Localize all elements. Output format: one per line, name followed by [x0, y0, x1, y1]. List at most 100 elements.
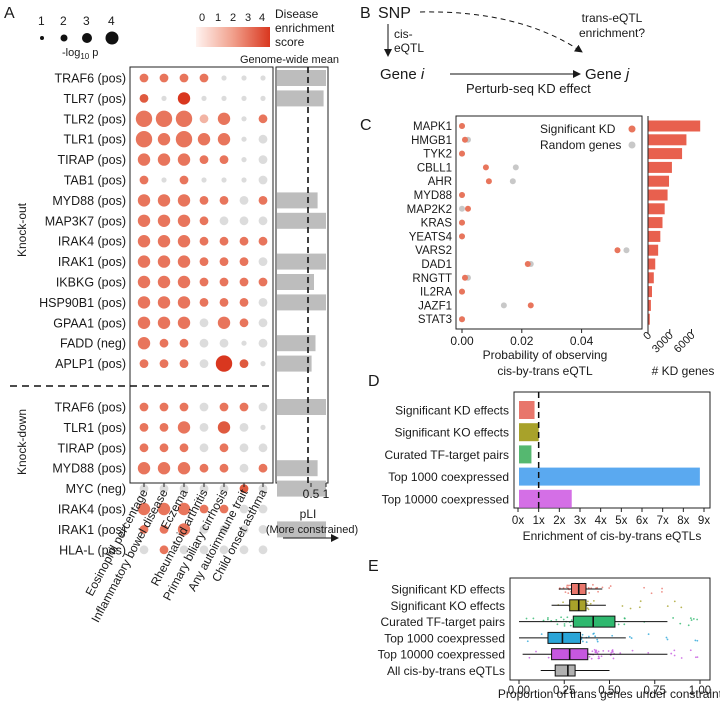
pli-bar [277, 521, 326, 538]
d-xtick-label: 9x [698, 515, 710, 527]
pli-bar [277, 460, 318, 477]
e-point [535, 650, 537, 653]
cis-label-2: eQTL [394, 41, 424, 55]
d-xtick-label: 2x [553, 515, 565, 527]
c-scatter-frame [455, 115, 643, 330]
group-label-knockout: Knock-out [15, 202, 29, 257]
dot [239, 359, 249, 368]
c-legend-sig-dot [628, 125, 636, 133]
pli-bar [277, 294, 326, 311]
size-legend-title: -log10 p [62, 47, 98, 61]
e-point [670, 652, 673, 655]
panel-b-letter: B [360, 5, 371, 22]
dot [239, 525, 249, 534]
e-xtick-label: 1.00 [689, 685, 711, 697]
dot [161, 95, 167, 101]
c-kd-tick-label: 6000 [672, 330, 698, 356]
dot [157, 462, 171, 475]
dot [219, 525, 229, 534]
e-point [673, 600, 676, 603]
dot [159, 338, 169, 348]
size-legend-4: 4 [108, 14, 115, 28]
e-point [562, 618, 565, 621]
row-label: TLR1 (pos) [63, 133, 126, 147]
dot [239, 298, 249, 307]
c-sig-point [459, 192, 465, 198]
e-point [692, 618, 695, 620]
e-point [595, 649, 598, 652]
e-point [600, 655, 603, 658]
c-sig-point [459, 123, 465, 129]
dot [139, 94, 149, 103]
e-point [665, 636, 668, 639]
c-kd-bar [648, 313, 650, 325]
e-point [596, 640, 599, 643]
d-bar [519, 467, 700, 486]
panel-d-letter: D [368, 373, 380, 390]
dot [221, 95, 227, 101]
dot [219, 257, 229, 266]
e-point [597, 655, 600, 658]
e-point [687, 624, 690, 627]
dot [157, 153, 171, 166]
dot [239, 277, 249, 287]
d-bar [519, 423, 539, 442]
dot [199, 196, 209, 205]
dot [139, 545, 149, 555]
dot [239, 236, 249, 246]
dot [177, 235, 191, 248]
dot [239, 504, 249, 514]
dot [258, 318, 268, 328]
row-label: FADD (neg) [60, 337, 126, 351]
e-point [581, 633, 584, 636]
dot [241, 75, 247, 81]
e-point [609, 585, 612, 587]
dot [157, 502, 171, 516]
dot [199, 545, 209, 555]
dot [137, 502, 151, 516]
size-legend-dot-4 [105, 31, 119, 45]
dot [139, 359, 149, 368]
dot [159, 545, 169, 555]
d-xlabel: Enrichment of cis-by-trans eQTLs [523, 529, 702, 543]
dot-matrix-frame [129, 66, 274, 484]
dot [258, 134, 268, 144]
e-point [690, 619, 693, 621]
e-category-label: Curated TF-target pairs [381, 615, 506, 629]
dot [260, 75, 266, 81]
dot [239, 257, 249, 266]
e-point [596, 638, 599, 641]
dot [135, 110, 153, 128]
e-point [643, 586, 645, 589]
e-frame [509, 577, 711, 681]
dot [177, 153, 191, 166]
e-point [567, 584, 570, 587]
e-point [696, 639, 699, 642]
dot [157, 194, 171, 207]
dot [219, 236, 229, 246]
e-xtick-label: 0.50 [598, 685, 620, 697]
e-box [547, 631, 582, 644]
dot [199, 525, 209, 534]
dot [258, 196, 268, 205]
group-label-knockdown: Knock-down [15, 409, 29, 475]
e-point [547, 656, 550, 659]
dot [159, 525, 169, 534]
pli-bar [277, 355, 312, 372]
c-gene-label: HMGB1 [411, 135, 452, 147]
row-label: MYC (neg) [66, 482, 126, 496]
e-point [612, 657, 615, 660]
pli-bar [277, 480, 326, 497]
pli-tick-0.5: 0.5 [303, 487, 320, 501]
dot [137, 275, 151, 289]
dot [199, 277, 209, 287]
d-frame [513, 391, 711, 509]
c-gene-label: IL2RA [420, 287, 452, 299]
c-sig-point [459, 219, 465, 226]
dot [239, 463, 249, 473]
e-point [673, 649, 676, 652]
pli-tick-1: 1 [323, 487, 330, 501]
e-point [672, 617, 675, 619]
